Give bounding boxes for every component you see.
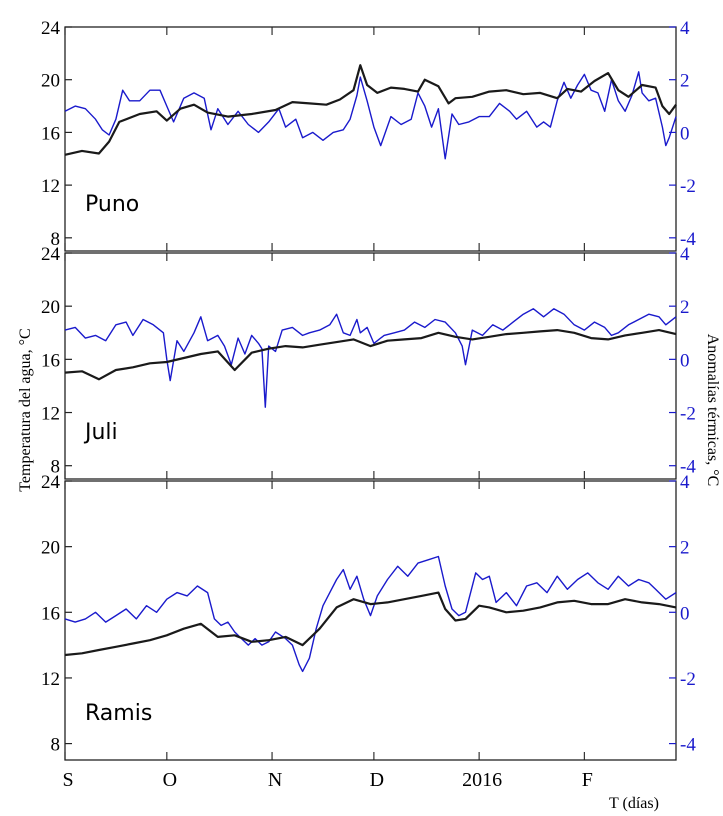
y-tick-label-left: 24 xyxy=(41,18,61,39)
y-tick-label-left: 16 xyxy=(41,350,60,371)
anomaly-series-line xyxy=(64,308,677,408)
x-tick-label: F xyxy=(582,769,593,791)
y-tick-label-right: 0 xyxy=(680,350,690,371)
x-tick-label: N xyxy=(268,769,282,791)
y-tick-label-left: 20 xyxy=(41,297,60,318)
y-tick-label-left: 8 xyxy=(51,735,61,756)
y-tick-label-right: -4 xyxy=(680,229,696,250)
y-tick-label-left: 20 xyxy=(41,71,60,92)
y-tick-label-right: 0 xyxy=(680,603,690,624)
temperature-series-line xyxy=(64,591,677,657)
x-tick-label: O xyxy=(163,769,177,791)
station-label: Ramis xyxy=(85,701,152,726)
panel-frame xyxy=(64,480,677,761)
station-label: Puno xyxy=(85,192,139,217)
y-axis-left-title: Temperatura del agua, °C xyxy=(17,328,34,491)
y-tick-label-left: 12 xyxy=(41,176,60,197)
y-tick-label-left: 8 xyxy=(51,229,61,250)
panel-frame xyxy=(64,26,677,252)
anomaly-series-line xyxy=(64,71,677,160)
station-label: Juli xyxy=(83,420,118,445)
y-tick-label-right: 4 xyxy=(680,472,690,493)
y-tick-label-right: 4 xyxy=(680,244,690,265)
y-tick-label-left: 12 xyxy=(41,669,60,690)
y-tick-label-right: 0 xyxy=(680,123,690,144)
x-tick-label: 2016 xyxy=(462,769,502,791)
y-tick-label-left: 16 xyxy=(41,123,60,144)
y-tick-label-left: 20 xyxy=(41,538,60,559)
y-tick-label-right: 2 xyxy=(680,297,690,318)
x-tick-label: S xyxy=(62,769,73,791)
temperature-series-line xyxy=(64,64,677,156)
y-tick-label-left: 12 xyxy=(41,404,60,425)
x-tick-label: D xyxy=(370,769,384,791)
y-tick-label-right: -2 xyxy=(680,176,696,197)
anomaly-series-line xyxy=(64,555,677,673)
x-axis-title: T (días) xyxy=(609,795,659,812)
y-tick-label-left: 8 xyxy=(51,457,61,478)
y-tick-label-left: 24 xyxy=(41,472,61,493)
y-tick-label-right: -2 xyxy=(680,404,696,425)
y-tick-label-right: -4 xyxy=(680,735,696,756)
temperature-series-line xyxy=(64,329,677,381)
y-tick-label-left: 16 xyxy=(41,603,60,624)
panel-frame xyxy=(64,252,677,480)
y-axis-right-title: Anomalías térmicas, °C xyxy=(704,334,721,487)
y-tick-label-left: 24 xyxy=(41,244,61,265)
y-tick-label-right: -2 xyxy=(680,669,696,690)
y-tick-label-right: 4 xyxy=(680,18,690,39)
y-tick-label-right: 2 xyxy=(680,538,690,559)
y-tick-label-right: -4 xyxy=(680,457,696,478)
y-tick-label-right: 2 xyxy=(680,71,690,92)
